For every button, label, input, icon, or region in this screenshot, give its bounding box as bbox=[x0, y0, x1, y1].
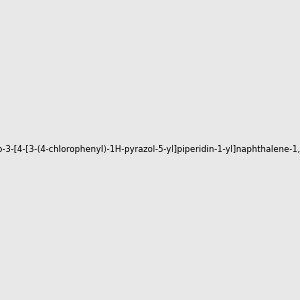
Text: 2-chloro-3-[4-[3-(4-chlorophenyl)-1H-pyrazol-5-yl]piperidin-1-yl]naphthalene-1,4: 2-chloro-3-[4-[3-(4-chlorophenyl)-1H-pyr… bbox=[0, 146, 300, 154]
